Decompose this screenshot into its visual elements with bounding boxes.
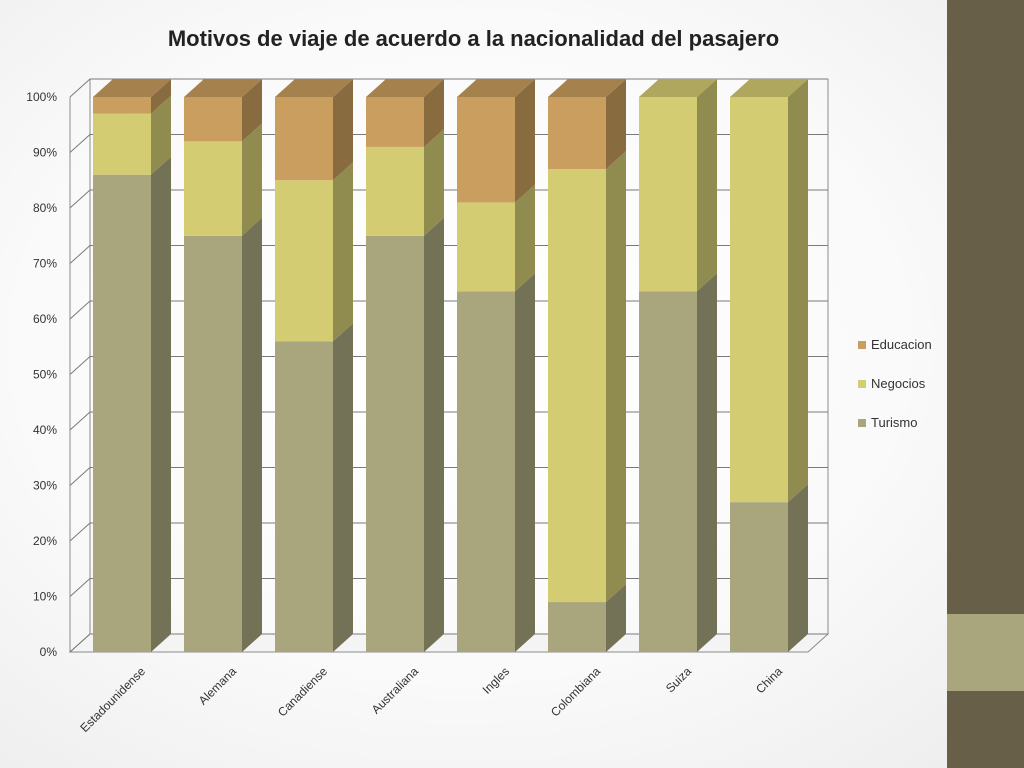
bar-side-negocios: [424, 128, 444, 236]
bar-side-educacion: [515, 79, 535, 203]
bar-turismo: [457, 291, 515, 652]
bar-side-turismo: [697, 273, 717, 652]
bar-side-turismo: [606, 584, 626, 652]
bar-side-educacion: [424, 79, 444, 147]
bar-turismo: [548, 602, 606, 652]
y-tick-label: 30%: [33, 479, 57, 493]
bar-educacion: [275, 97, 333, 181]
bar-negocios: [730, 97, 788, 503]
bar-side-turismo: [333, 323, 353, 652]
y-tick-label: 100%: [26, 90, 57, 104]
x-tick-label: Ingles: [480, 664, 513, 697]
legend-label-educacion: Educacion: [871, 337, 932, 352]
bar-side-turismo: [788, 484, 808, 652]
bar-side-turismo: [242, 217, 262, 652]
x-tick-label: Canadiense: [275, 664, 330, 719]
bar-side-negocios: [515, 184, 535, 292]
bar-negocios: [639, 97, 697, 292]
legend-swatch-educacion: [858, 341, 866, 349]
bar-top-educacion: [366, 79, 444, 97]
bar-side-educacion: [151, 79, 171, 114]
stacked-bar-chart: 0% 10% 20% 30% 40% 50% 60% 70% 80% 90% 100% Estadou…: [26, 78, 932, 735]
bar-side-negocios: [242, 123, 262, 236]
bar-side-negocios: [606, 151, 626, 603]
bar-side-negocios: [788, 79, 808, 503]
legend-swatch-turismo: [858, 419, 866, 427]
bar-negocios: [275, 180, 333, 342]
bar-educacion: [93, 97, 151, 114]
bar-negocios: [93, 113, 151, 175]
bar-turismo: [275, 341, 333, 652]
bar-negocios: [184, 141, 242, 236]
x-tick-label: Australiana: [369, 664, 422, 717]
y-tick-label: 70%: [33, 257, 57, 271]
legend-label-negocios: Negocios: [871, 376, 926, 391]
bar-educacion: [457, 97, 515, 203]
bar-side-educacion: [242, 79, 262, 142]
y-tick-label: 90%: [33, 146, 57, 160]
bar-side-negocios: [697, 79, 717, 292]
legend-swatch-negocios: [858, 380, 866, 388]
bar-side-turismo: [424, 217, 444, 652]
bar-side-negocios: [333, 162, 353, 342]
y-tick-label: 40%: [33, 423, 57, 437]
bar-turismo: [730, 502, 788, 652]
bar-top-negocios: [639, 79, 717, 97]
bar-negocios: [457, 202, 515, 292]
bar-top-educacion: [184, 79, 262, 97]
y-tick-label: 60%: [33, 312, 57, 326]
x-tick-label: China: [753, 664, 785, 696]
bar-negocios: [548, 169, 606, 603]
y-tick-label: 0%: [40, 645, 58, 659]
bar-educacion: [548, 97, 606, 170]
bar-top-educacion: [93, 79, 171, 97]
bar-side-turismo: [151, 156, 171, 652]
y-tick-label: 50%: [33, 368, 57, 382]
bar-educacion: [366, 97, 424, 147]
bar-side-negocios: [151, 95, 171, 175]
x-tick-label: Colombiana: [548, 664, 603, 719]
x-tick-label: Estadounidense: [77, 664, 148, 735]
y-tick-label: 20%: [33, 534, 57, 548]
bar-educacion: [184, 97, 242, 142]
bar-top-educacion: [275, 79, 353, 97]
bar-top-educacion: [548, 79, 626, 97]
y-tick-label: 80%: [33, 201, 57, 215]
x-tick-label: Alemana: [196, 664, 240, 708]
bar-side-educacion: [606, 79, 626, 170]
chart-floor: [68, 633, 830, 653]
bar-turismo: [639, 291, 697, 652]
bar-turismo: [93, 174, 151, 652]
bar-top-negocios: [730, 79, 808, 97]
y-tick-label: 10%: [33, 590, 57, 604]
bar-side-educacion: [333, 79, 353, 181]
x-tick-label: Suiza: [663, 664, 694, 695]
legend-label-turismo: Turismo: [871, 415, 917, 430]
side-decoration-accent: [947, 614, 1024, 691]
bar-turismo: [366, 235, 424, 652]
bar-negocios: [366, 146, 424, 236]
chart-title: Motivos de viaje de acuerdo a la naciona…: [167, 26, 780, 51]
bar-top-educacion: [457, 79, 535, 97]
bar-side-turismo: [515, 273, 535, 652]
bar-turismo: [184, 235, 242, 652]
